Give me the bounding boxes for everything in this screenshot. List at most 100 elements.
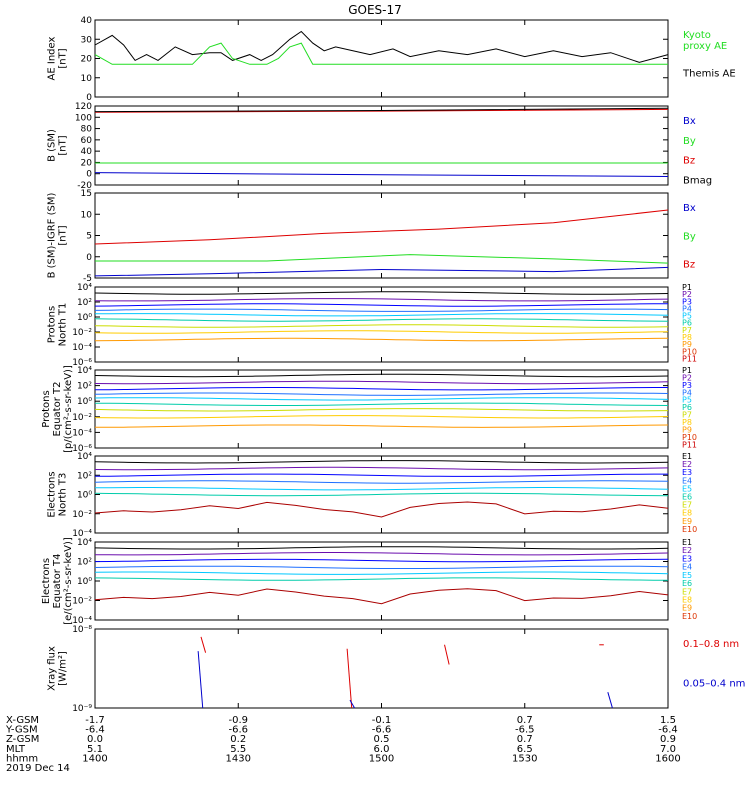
legend-ee: E1 — [682, 538, 692, 547]
series-db-by — [95, 254, 669, 264]
xaxis-row-value: -6.4 — [658, 725, 678, 736]
legend-pn: P11 — [682, 354, 697, 363]
legend-pn: P6 — [682, 319, 692, 328]
ytick-label: 20 — [81, 55, 93, 65]
legend-ee: E10 — [682, 612, 697, 621]
ytick-label: 10⁻⁶ — [72, 358, 92, 368]
xray-segment — [607, 692, 613, 709]
xaxis-row-label: MLT — [6, 744, 26, 755]
level-line-en — [94, 492, 669, 497]
legend-en: E10 — [682, 525, 697, 534]
legend-ee: E2 — [682, 546, 692, 555]
xaxis-row-value: -0.9 — [228, 715, 248, 726]
xaxis-row-value: -6.6 — [372, 725, 392, 736]
ylabel-pn: Protons — [47, 306, 58, 343]
ytick-label: -5 — [83, 274, 92, 284]
series-b-bz — [94, 108, 669, 113]
level-line-pe — [94, 373, 669, 378]
xray-segment — [346, 648, 353, 709]
xaxis-row-value: 6.5 — [517, 744, 533, 755]
xaxis-row-value: 5.5 — [230, 744, 246, 755]
level-line-ee — [94, 558, 669, 563]
series-db-bx — [94, 266, 669, 277]
ytick-label: 10⁻⁴ — [72, 616, 92, 626]
legend-ee: E6 — [682, 579, 692, 588]
ytick-label: 40 — [81, 147, 93, 157]
series-ae-kyoto-proxy-ae — [94, 42, 668, 65]
level-line-en — [94, 466, 669, 471]
level-line-pn — [94, 313, 669, 317]
legend-db: Bx — [683, 203, 696, 214]
legend-ee: E7 — [682, 587, 692, 596]
ytick-label: 10⁰ — [77, 577, 92, 587]
panel-frame-ee — [94, 541, 669, 621]
level-line-pn — [94, 324, 669, 328]
legend-pe: P4 — [682, 388, 692, 397]
level-line-ee — [94, 571, 669, 575]
level-line-ee — [94, 546, 669, 550]
legend-pn: P7 — [682, 326, 692, 335]
ytick-label: 10⁴ — [77, 366, 92, 376]
xaxis-row-value: 1430 — [226, 753, 251, 764]
level-line-pn — [94, 291, 669, 295]
xaxis-row-value: 5.1 — [87, 744, 103, 755]
level-line-pn — [94, 318, 669, 322]
legend-en: E4 — [682, 476, 692, 485]
level-line-pe — [94, 408, 669, 412]
legend-en: E1 — [682, 452, 692, 461]
ylabel-ae: [nT] — [58, 48, 69, 68]
ylabel-ae: AE Index — [47, 36, 58, 80]
ytick-label: 10⁻⁴ — [72, 428, 92, 438]
level-line-pe — [94, 392, 669, 396]
level-line-pe — [94, 380, 669, 385]
legend-ee: E5 — [682, 571, 692, 580]
legend-b: By — [683, 136, 696, 147]
ylabel-db: [nT] — [58, 225, 69, 245]
legend-pn: P5 — [682, 312, 692, 321]
level-line-en — [94, 473, 668, 477]
xaxis-row-value: 0.2 — [230, 734, 246, 745]
legend-ae: Themis AE — [682, 69, 736, 80]
ytick-label: 10⁰ — [77, 491, 92, 501]
ytick-label: -20 — [77, 181, 92, 191]
xaxis-row-value: -0.1 — [372, 715, 392, 726]
ytick-label: 20 — [81, 158, 93, 168]
legend-en: E7 — [682, 501, 692, 510]
legend-pn: P1 — [682, 283, 692, 292]
level-line-pe — [94, 415, 669, 419]
xaxis-row-value: 7.0 — [660, 744, 676, 755]
level-line-pe — [94, 387, 668, 391]
ytick-label: 10² — [77, 471, 92, 481]
ytick-label: 10⁻² — [72, 328, 92, 338]
legend-pe: P2 — [682, 373, 692, 382]
legend-en: E5 — [682, 484, 692, 493]
legend-db: Bz — [683, 260, 695, 271]
xaxis-row-value: 1500 — [369, 753, 394, 764]
xaxis-row-value: 6.0 — [374, 744, 390, 755]
level-line-pe — [94, 402, 669, 406]
legend-pe: P11 — [682, 440, 697, 449]
xaxis-row-value: 1400 — [82, 753, 107, 764]
level-line-pn — [94, 330, 669, 334]
xaxis-row-value: 1.5 — [660, 715, 676, 726]
xaxis-row-value: -6.5 — [515, 725, 535, 736]
ytick-label: 0 — [86, 170, 92, 180]
ytick-label: 10² — [77, 298, 92, 308]
xaxis-date: 2019 Dec 14 — [6, 763, 70, 774]
legend-xr: 0.1–0.8 nm — [683, 639, 739, 650]
xray-segment — [200, 636, 207, 653]
ytick-label: 30 — [81, 35, 93, 45]
level-line-ee — [94, 552, 669, 556]
ylabel-en: Electrons — [47, 471, 58, 517]
xray-segment — [197, 651, 204, 709]
legend-ee: E9 — [682, 604, 692, 613]
legend-ee: E8 — [682, 595, 692, 604]
legend-ee: E4 — [682, 563, 692, 572]
legend-db: By — [683, 231, 696, 242]
xaxis-row-value: 0.7 — [517, 715, 533, 726]
xaxis-row-value: 1530 — [512, 753, 537, 764]
ytick-label: 0 — [86, 93, 92, 103]
level-line-en-e10 — [94, 501, 669, 518]
